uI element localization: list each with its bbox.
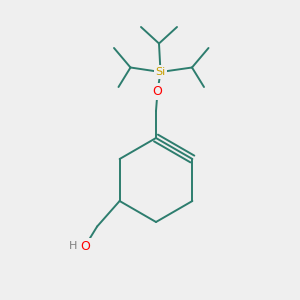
Text: Si: Si xyxy=(155,67,166,77)
Text: O: O xyxy=(153,85,162,98)
Text: H: H xyxy=(69,241,77,251)
Text: O: O xyxy=(80,239,90,253)
